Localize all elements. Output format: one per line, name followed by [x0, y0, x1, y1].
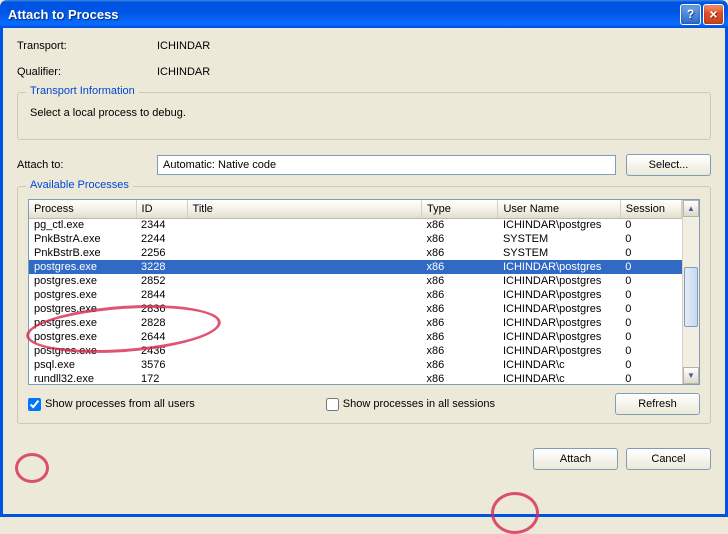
- attach-to-value: Automatic: Native code: [157, 155, 616, 175]
- transport-label: Transport:: [17, 40, 157, 52]
- column-header-session[interactable]: Session: [620, 200, 681, 218]
- qualifier-label: Qualifier:: [17, 66, 157, 78]
- table-row[interactable]: postgres.exe2644x86ICHINDAR\postgres0: [29, 330, 682, 344]
- process-table: ProcessIDTitleTypeUser NameSession pg_ct…: [28, 199, 700, 385]
- table-row[interactable]: psql.exe3576x86ICHINDAR\c0: [29, 358, 682, 372]
- close-button[interactable]: ×: [703, 4, 724, 25]
- transport-value: ICHINDAR: [157, 40, 210, 52]
- scroll-down-button[interactable]: ▼: [683, 367, 699, 384]
- available-processes-group: Available Processes ProcessIDTitleTypeUs…: [17, 186, 711, 424]
- column-header-id[interactable]: ID: [136, 200, 187, 218]
- show-all-users-check[interactable]: Show processes from all users: [28, 398, 195, 411]
- vertical-scrollbar[interactable]: ▲ ▼: [682, 200, 699, 384]
- attach-to-label: Attach to:: [17, 159, 157, 171]
- column-header-title[interactable]: Title: [187, 200, 421, 218]
- show-all-users-checkbox[interactable]: [28, 398, 41, 411]
- transport-info-group: Transport Information Select a local pro…: [17, 92, 711, 140]
- table-row[interactable]: postgres.exe2836x86ICHINDAR\postgres0: [29, 302, 682, 316]
- window-title: Attach to Process: [8, 7, 119, 22]
- table-row[interactable]: PnkBstrB.exe2256x86SYSTEM0: [29, 246, 682, 260]
- column-header-type[interactable]: Type: [422, 200, 498, 218]
- table-row[interactable]: pg_ctl.exe2344x86ICHINDAR\postgres0: [29, 218, 682, 232]
- attach-button[interactable]: Attach: [533, 448, 618, 470]
- refresh-button[interactable]: Refresh: [615, 393, 700, 415]
- annotation-circle: [491, 492, 539, 534]
- table-row[interactable]: postgres.exe2844x86ICHINDAR\postgres0: [29, 288, 682, 302]
- scroll-up-button[interactable]: ▲: [683, 200, 699, 217]
- column-header-user_name[interactable]: User Name: [498, 200, 620, 218]
- transport-info-text: Select a local process to debug.: [28, 103, 700, 129]
- table-row[interactable]: postgres.exe2436x86ICHINDAR\postgres0: [29, 344, 682, 358]
- scroll-thumb[interactable]: [684, 267, 698, 327]
- table-row[interactable]: postgres.exe3228x86ICHINDAR\postgres0: [29, 260, 682, 274]
- qualifier-value: ICHINDAR: [157, 66, 210, 78]
- table-row[interactable]: PnkBstrA.exe2244x86SYSTEM0: [29, 232, 682, 246]
- table-row[interactable]: postgres.exe2828x86ICHINDAR\postgres0: [29, 316, 682, 330]
- column-header-process[interactable]: Process: [29, 200, 136, 218]
- table-row[interactable]: postgres.exe2852x86ICHINDAR\postgres0: [29, 274, 682, 288]
- available-processes-title: Available Processes: [26, 179, 133, 191]
- show-all-sessions-check[interactable]: Show processes in all sessions: [326, 398, 495, 411]
- table-row[interactable]: rundll32.exe172x86ICHINDAR\c0: [29, 372, 682, 384]
- show-all-sessions-checkbox[interactable]: [326, 398, 339, 411]
- titlebar[interactable]: Attach to Process ? ×: [0, 0, 728, 28]
- select-button[interactable]: Select...: [626, 154, 711, 176]
- transport-info-title: Transport Information: [26, 85, 139, 97]
- cancel-button[interactable]: Cancel: [626, 448, 711, 470]
- help-button[interactable]: ?: [680, 4, 701, 25]
